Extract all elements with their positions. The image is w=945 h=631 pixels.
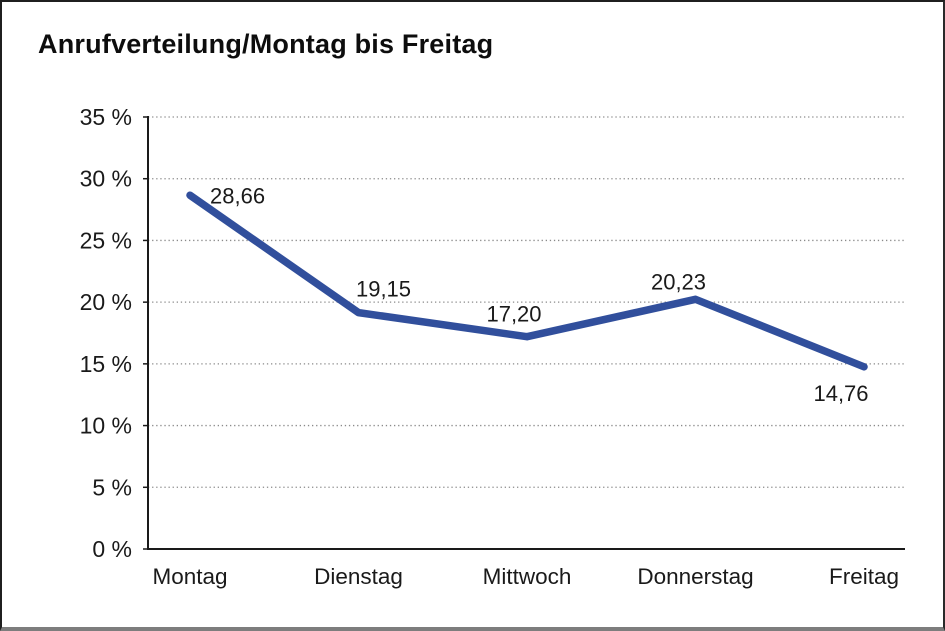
data-point-label: 14,76 xyxy=(813,381,868,406)
y-axis-tick-label: 35 % xyxy=(80,104,132,130)
chart-title: Anrufverteilung/Montag bis Freitag xyxy=(38,29,494,59)
x-axis-category-label: Mittwoch xyxy=(483,564,572,589)
y-axis-tick-label: 5 % xyxy=(92,474,132,500)
x-axis-category-label: Freitag xyxy=(829,564,899,589)
y-axis-tick-label: 30 % xyxy=(80,166,132,192)
y-axis-tick-label: 15 % xyxy=(80,351,132,377)
x-axis-category-label: Montag xyxy=(152,564,227,589)
x-axis-category-label: Dienstag xyxy=(314,564,403,589)
data-series-line xyxy=(186,191,868,371)
data-point-label: 19,15 xyxy=(356,277,411,302)
data-point-label: 17,20 xyxy=(486,302,541,327)
y-axis-tick-label: 10 % xyxy=(80,413,132,439)
x-axis-category-label: Donnerstag xyxy=(637,564,753,589)
y-axis-tick-label: 25 % xyxy=(80,227,132,253)
y-axis-tick-label: 20 % xyxy=(80,289,132,315)
data-point-label: 20,23 xyxy=(651,269,706,294)
y-axis-tick-label: 0 % xyxy=(92,536,132,562)
data-point-label: 28,66 xyxy=(210,183,265,208)
